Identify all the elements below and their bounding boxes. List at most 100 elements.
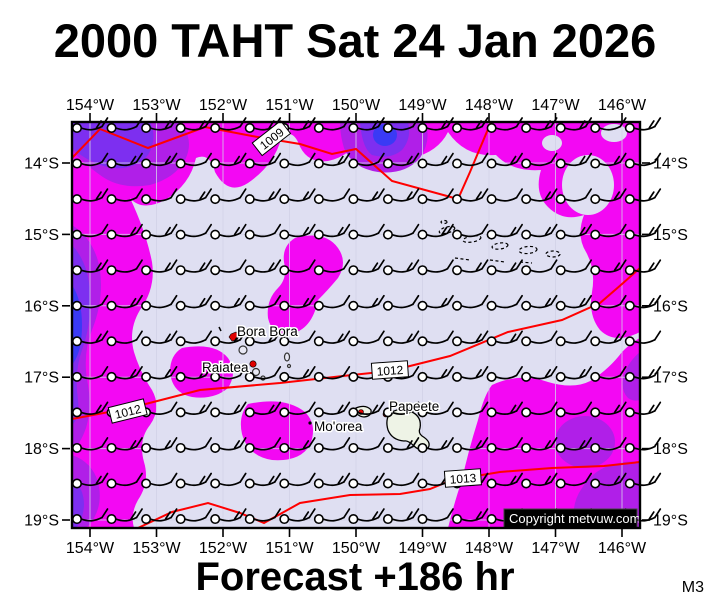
barb-staff — [253, 516, 276, 522]
barb-half — [302, 191, 310, 200]
wind-barb — [486, 223, 523, 240]
barb-staff — [114, 196, 138, 202]
station-circle — [348, 371, 359, 382]
station-circle — [590, 442, 601, 453]
barb-staff — [287, 232, 311, 238]
barb-staff — [633, 232, 656, 238]
barb-half — [579, 297, 586, 307]
wind-barb — [382, 437, 420, 453]
station-circle — [210, 265, 221, 276]
barb-staff — [425, 125, 449, 131]
barb-half — [372, 297, 379, 307]
barb-staff — [494, 232, 518, 238]
barb-staff — [114, 338, 138, 344]
wind-barb — [382, 117, 420, 133]
station-circle — [521, 300, 532, 311]
copyright-text: Copyright metvuw.com — [509, 511, 641, 526]
station-circle — [175, 407, 186, 418]
barb-half — [441, 226, 448, 236]
barb-half — [233, 297, 241, 307]
wind-barb — [210, 472, 247, 489]
station-circle — [624, 371, 635, 382]
barb-full — [204, 401, 212, 412]
place-label: Bora Bora — [237, 324, 298, 339]
barb-full — [135, 366, 143, 377]
barb-staff — [356, 338, 380, 344]
barb-staff — [529, 125, 553, 131]
wind-barb — [244, 188, 282, 205]
barb-full — [101, 401, 109, 412]
station-circle — [452, 265, 463, 276]
station-circle — [141, 442, 152, 453]
station-circle — [279, 300, 290, 311]
barb-full — [101, 508, 109, 519]
station-circle — [279, 514, 290, 525]
axis-labels: 154°W 154°W 153°W 153°W 152°W 152°W 151°W 151°W… — [24, 97, 688, 557]
wind-barb — [141, 294, 178, 311]
barb-staff — [598, 445, 622, 451]
barb-staff — [391, 410, 414, 415]
barb-staff — [356, 125, 380, 131]
station-circle — [141, 123, 152, 133]
barb-full — [101, 152, 109, 163]
station-circle — [210, 229, 221, 240]
barb-full — [446, 259, 454, 270]
barb-full — [239, 508, 247, 519]
barb-staff — [460, 303, 483, 309]
barb-half — [406, 440, 413, 449]
station-circle — [175, 478, 186, 489]
barb-full — [101, 294, 109, 306]
barb-half — [613, 475, 621, 485]
barb-half — [233, 155, 241, 165]
rain-heavy-topleft — [72, 122, 154, 169]
barb-full — [204, 152, 212, 163]
barb-staff — [564, 196, 587, 202]
station-circle — [555, 194, 566, 205]
wind-barb — [106, 152, 143, 169]
barb-staff — [80, 125, 103, 131]
wind-barb — [590, 330, 627, 347]
barb-full — [377, 437, 385, 448]
station-circle — [72, 300, 82, 311]
barb-half — [613, 404, 621, 414]
station-circle — [417, 442, 428, 453]
barb-staff — [218, 374, 242, 380]
barb-half — [406, 511, 413, 520]
station-circle — [590, 158, 601, 169]
station-circle — [348, 407, 359, 418]
wind-barb — [555, 223, 593, 240]
barb-staff — [149, 267, 172, 273]
barb-staff — [494, 303, 518, 309]
station-circle — [244, 229, 255, 240]
wind-barb — [175, 366, 212, 382]
station-circle — [279, 442, 290, 453]
station-circle — [348, 194, 359, 205]
station-circle — [417, 300, 428, 311]
barb-full — [135, 330, 143, 341]
station-circle — [382, 442, 393, 453]
station-circle — [521, 229, 532, 240]
wind-barb — [175, 259, 212, 276]
station-circle — [624, 123, 635, 133]
barb-staff — [287, 303, 311, 309]
station-circle — [72, 442, 82, 453]
station-circle — [141, 514, 152, 525]
barb-staff — [529, 196, 553, 202]
station-circle — [141, 300, 152, 311]
huahine-islet — [283, 352, 291, 362]
barb-half — [95, 475, 102, 485]
barb-full — [343, 401, 351, 412]
wind-barb — [417, 188, 454, 205]
barb-full — [550, 472, 558, 483]
wind-barb — [624, 294, 662, 311]
station-circle — [348, 158, 359, 169]
station-circle — [210, 442, 221, 453]
barb-half — [130, 297, 137, 307]
wind-barb — [452, 437, 489, 453]
barb-full — [170, 188, 178, 199]
barb-staff — [114, 516, 138, 522]
wind-barb — [555, 401, 593, 418]
wind-barb — [72, 366, 109, 382]
wind-barb — [521, 259, 558, 276]
